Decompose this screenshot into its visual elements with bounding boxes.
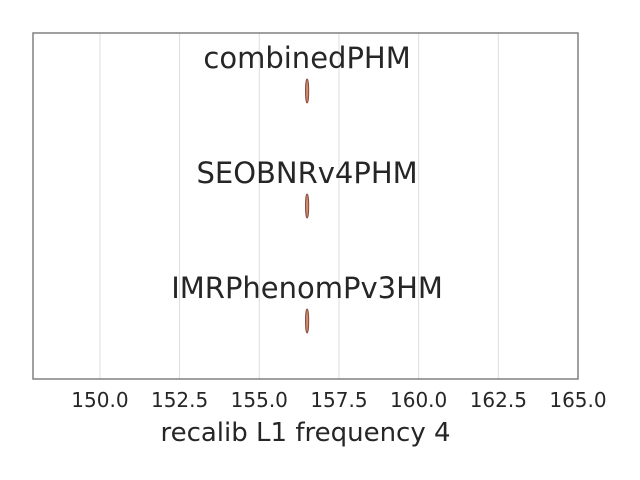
violin-IMRPhenomPv3HM [305,308,310,334]
x-tick-label: 157.5 [310,388,367,412]
series-label-combinedPHM: combinedPHM [203,41,410,75]
x-tick-label: 155.0 [231,388,288,412]
x-axis-label: recalib L1 frequency 4 [160,418,450,448]
series-labels: combinedPHM SEOBNRv4PHM IMRPhenomPv3HM [171,41,443,305]
x-tick-label: 162.5 [470,388,527,412]
series-label-SEOBNRv4PHM: SEOBNRv4PHM [196,156,417,190]
x-tick-label: 150.0 [71,388,128,412]
x-tick-label: 152.5 [151,388,208,412]
violin-SEOBNRv4PHM [305,193,310,219]
violins [305,78,310,334]
violin-combinedPHM [305,78,310,104]
x-tick-label: 165.0 [549,388,606,412]
series-label-IMRPhenomPv3HM: IMRPhenomPv3HM [171,271,443,305]
x-tick-label: 160.0 [390,388,447,412]
x-tick-labels: 150.0 152.5 155.0 157.5 160.0 162.5 165.0 [71,388,606,412]
plot-frame [32,32,579,380]
